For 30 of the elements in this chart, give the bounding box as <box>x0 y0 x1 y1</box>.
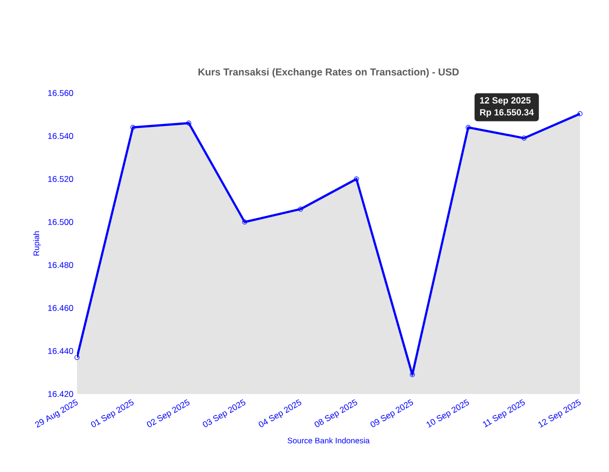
y-tick-label: 16.520 <box>48 176 74 182</box>
x-tick-label: 11 Sep 2025 <box>482 399 525 428</box>
y-tick-label: 16.480 <box>48 262 74 268</box>
annotation: Rp 16.550.34 <box>480 109 534 118</box>
point <box>186 120 192 126</box>
y-tick-label: 16.560 <box>48 90 74 96</box>
x-tick-label: 08 Sep 2025 <box>314 399 358 428</box>
point <box>74 354 80 360</box>
x-tick-label: 03 Sep 2025 <box>202 399 246 428</box>
x-tick-label: 01 Sep 2025 <box>91 399 134 428</box>
x-tick-label: 04 Sep 2025 <box>258 399 302 428</box>
point <box>354 176 359 182</box>
y-tick-label: 16.540 <box>48 133 74 139</box>
x-tick-label: 29 Aug 2025 <box>35 399 78 428</box>
y-tick-label: 16.420 <box>48 391 74 397</box>
y-tick-label: 16.460 <box>48 305 74 311</box>
point <box>410 372 415 378</box>
point <box>298 206 304 212</box>
annotation: 12 Sep 2025 <box>480 97 531 106</box>
point <box>522 136 527 141</box>
point <box>130 124 136 130</box>
x-tick-label: 09 Sep 2025 <box>370 399 414 428</box>
point <box>466 124 471 130</box>
x-tick-label: 02 Sep 2025 <box>146 399 190 428</box>
point <box>242 220 248 224</box>
point <box>578 111 582 116</box>
x-tick-label: 10 Sep 2025 <box>426 399 469 428</box>
chart-title: Kurs Transaksi (Exchange Rates on Transaction) - USD <box>198 68 459 78</box>
y-tick-label: 16.440 <box>48 348 74 354</box>
y-tick-label: 16.500 <box>48 219 74 225</box>
